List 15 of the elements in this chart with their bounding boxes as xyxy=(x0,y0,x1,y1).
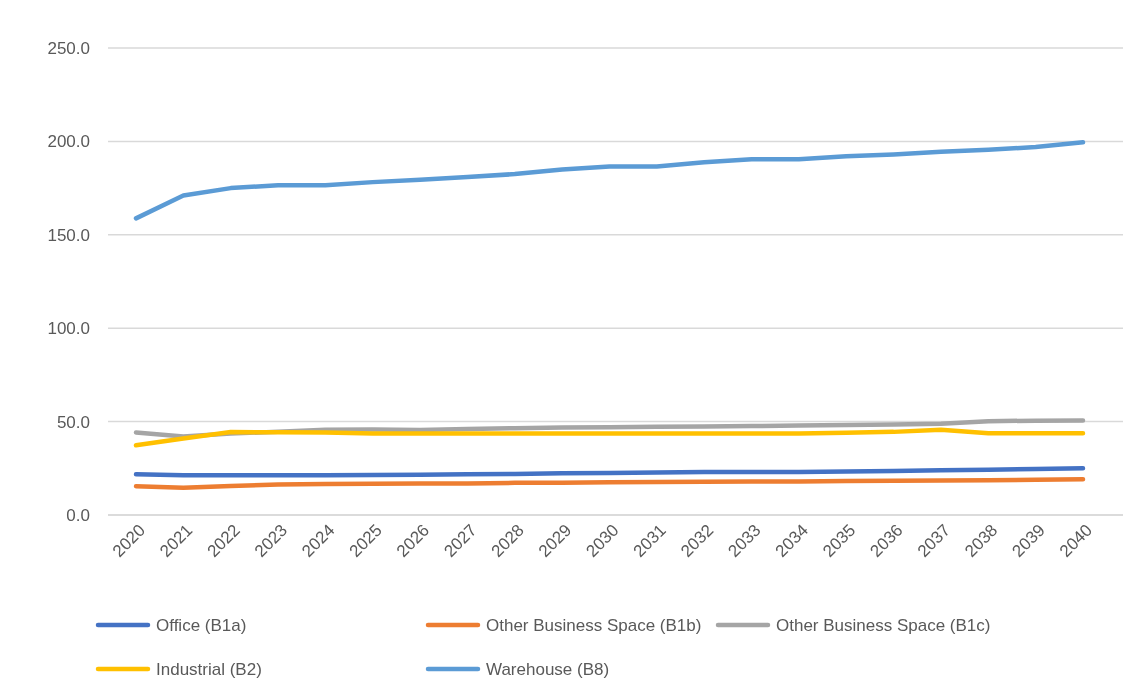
y-tick-label: 50.0 xyxy=(56,412,90,432)
legend-label: Other Business Space (B1b) xyxy=(486,615,702,635)
legend-label: Industrial (B2) xyxy=(156,659,262,679)
y-tick-label: 150.0 xyxy=(47,225,90,245)
y-tick-label: 200.0 xyxy=(47,132,90,152)
legend-label: Office (B1a) xyxy=(156,615,247,635)
y-tick-label: 250.0 xyxy=(47,38,90,58)
legend-label: Other Business Space (B1c) xyxy=(776,615,991,635)
line-series xyxy=(133,427,1086,448)
y-tick-label: 100.0 xyxy=(47,319,90,339)
line-series xyxy=(133,466,1086,478)
y-tick-label: 0.0 xyxy=(66,505,90,525)
line-series xyxy=(133,476,1086,490)
line-series xyxy=(133,140,1086,221)
legend-label: Warehouse (B8) xyxy=(486,659,610,679)
